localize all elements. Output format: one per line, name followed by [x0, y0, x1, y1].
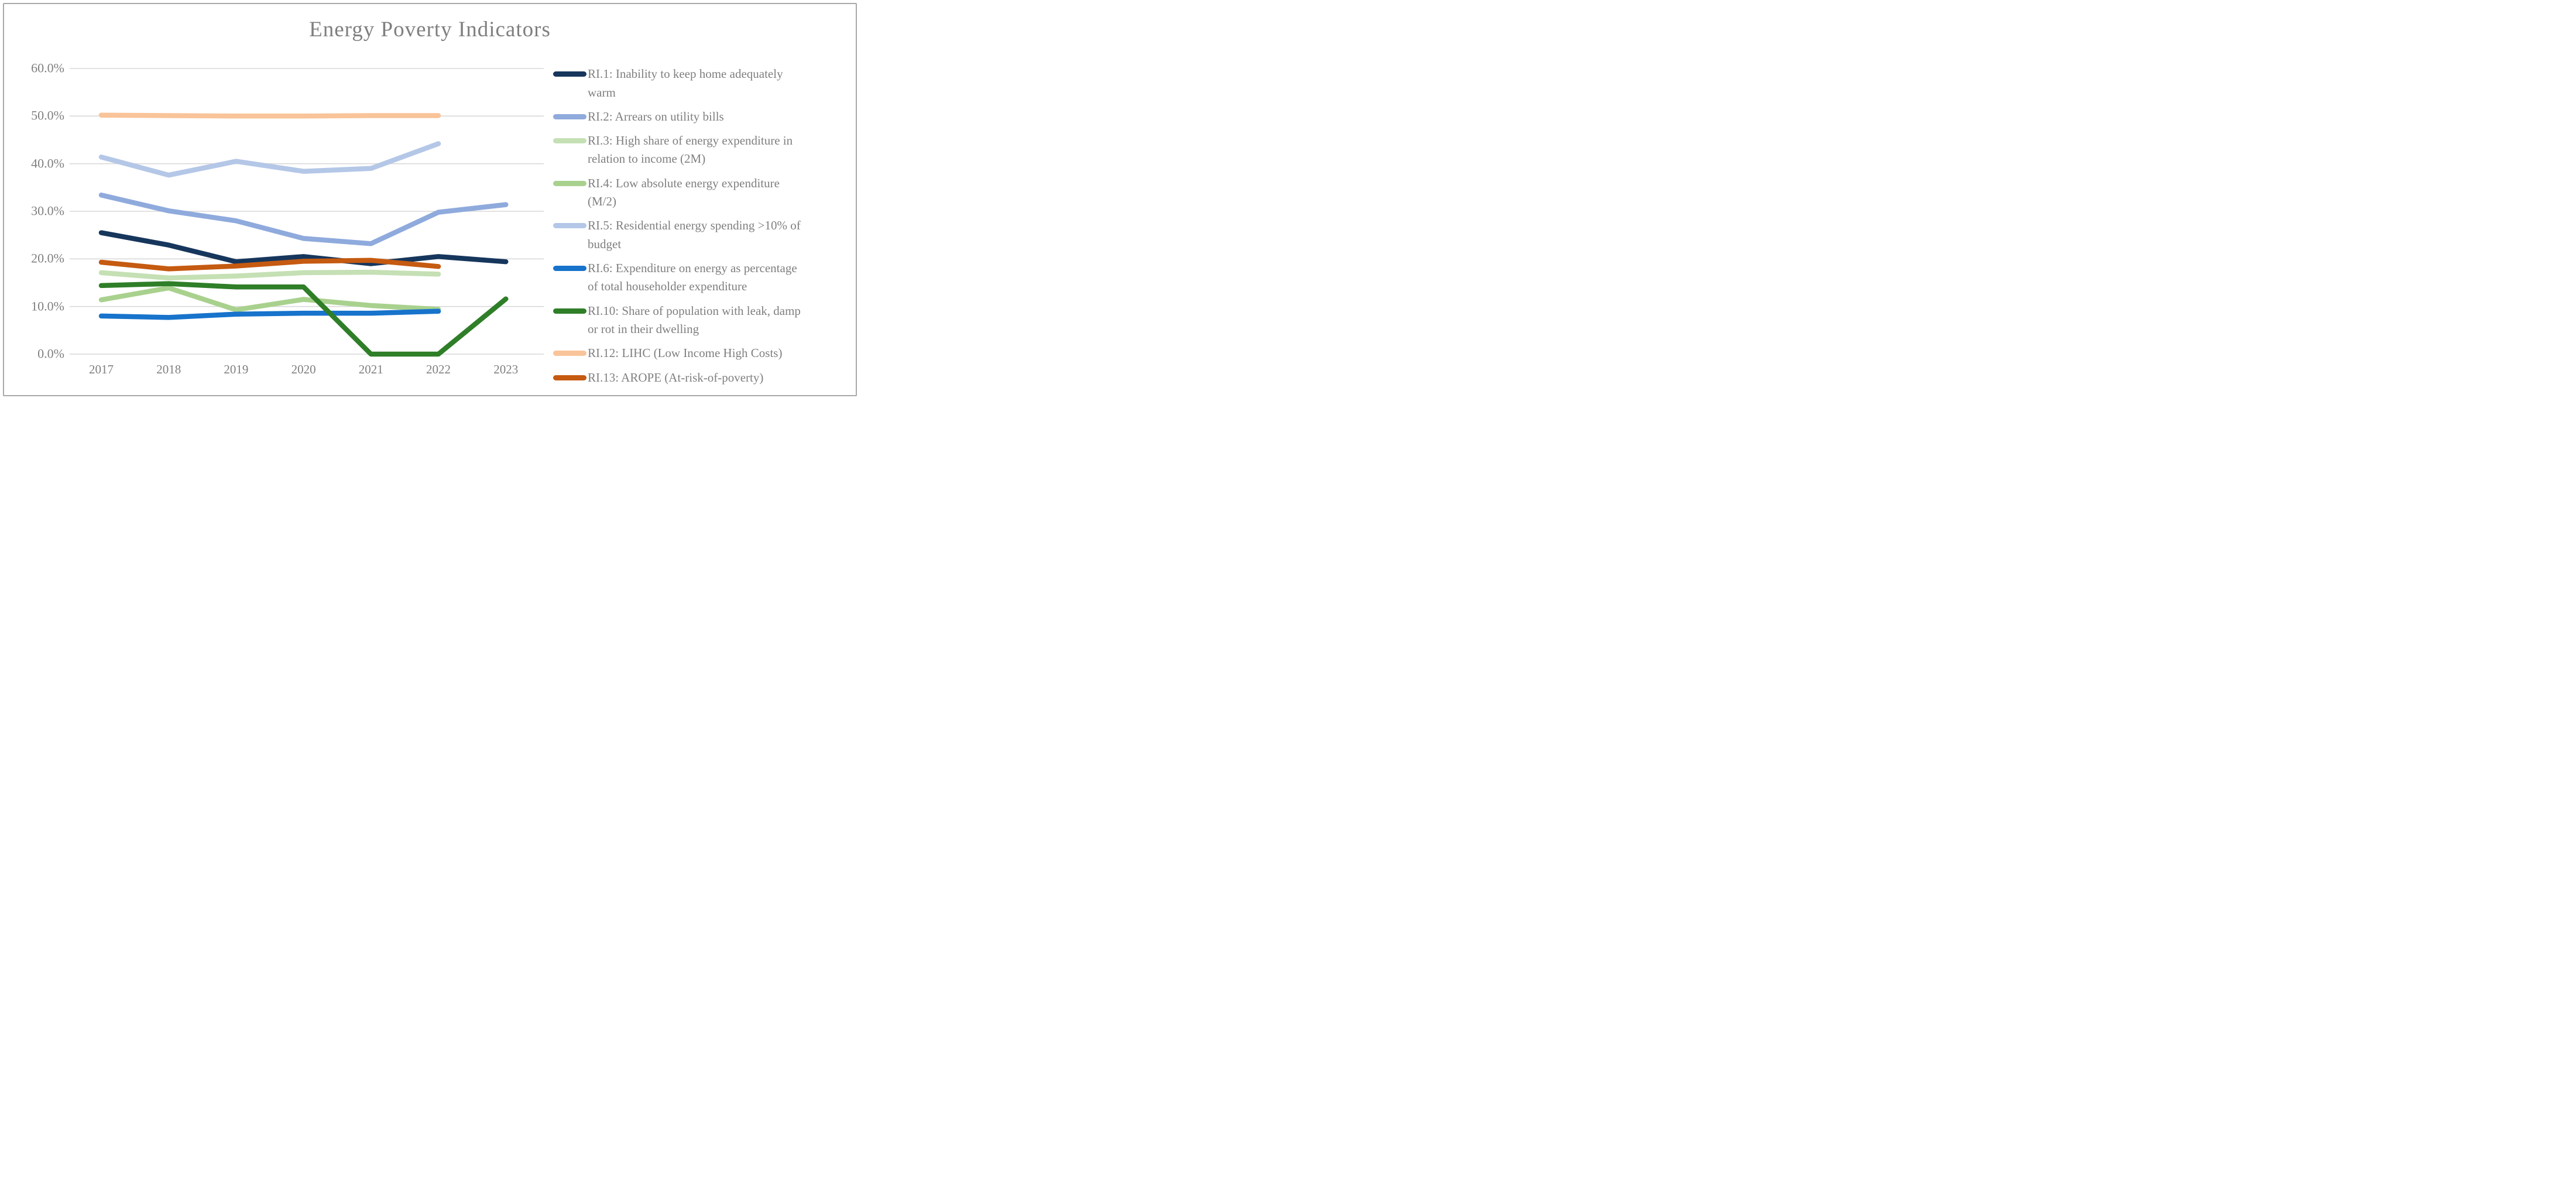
series-line-ri-6 — [98, 308, 441, 320]
x-axis-tick-label: 2019 — [224, 362, 249, 376]
y-axis-tick-label: 0.0% — [37, 346, 64, 361]
y-axis-tick-label: 40.0% — [31, 156, 64, 171]
x-axis-tick-label: 2022 — [426, 362, 451, 376]
legend-item-ri-6: RI.6: Expenditure on energy as percentag… — [553, 259, 853, 296]
legend: RI.1: Inability to keep home adequately … — [553, 65, 853, 387]
legend-item-ri-4: RI.4: Low absolute energy expenditure (M… — [553, 174, 853, 211]
series-line-ri-4 — [98, 285, 441, 313]
legend-label-ri-2: RI.2: Arrears on utility bills — [588, 109, 724, 123]
legend-swatch-ri-13 — [553, 375, 586, 380]
legend-item-ri-1: RI.1: Inability to keep home adequately … — [553, 65, 853, 102]
legend-item-ri-2: RI.2: Arrears on utility bills — [553, 108, 853, 126]
legend-swatch-ri-2 — [553, 114, 586, 119]
series-line-ri-12 — [98, 112, 441, 119]
y-axis-tick-label: 10.0% — [31, 298, 64, 314]
legend-label-ri-13: RI.13: AROPE (At-risk-of-poverty) — [588, 370, 764, 385]
y-axis-tick-label: 50.0% — [31, 108, 64, 123]
legend-label-ri-3: RI.3: High share of energy expenditure i… — [588, 133, 793, 166]
legend-swatch-ri-3 — [553, 138, 586, 143]
series-line-ri-2 — [98, 193, 509, 246]
legend-swatch-ri-6 — [553, 265, 586, 271]
legend-swatch-ri-1 — [553, 71, 586, 77]
series-line-ri-13 — [98, 258, 441, 272]
y-axis-tick-label: 30.0% — [31, 203, 64, 218]
y-axis-tick-label: 60.0% — [31, 60, 64, 76]
chart-title: Energy Poverty Indicators — [309, 18, 551, 42]
series-line-ri-5 — [98, 141, 441, 178]
legend-swatch-ri-12 — [553, 351, 586, 356]
legend-item-ri-13: RI.13: AROPE (At-risk-of-poverty) — [553, 369, 853, 387]
legend-label-ri-10: RI.10: Share of population with leak, da… — [588, 303, 801, 337]
y-axis-tick-label: 20.0% — [31, 251, 64, 266]
legend-label-ri-12: RI.12: LIHC (Low Income High Costs) — [588, 346, 783, 361]
legend-label-ri-5: RI.5: Residential energy spending >10% o… — [588, 218, 801, 251]
x-axis-tick-label: 2017 — [89, 362, 114, 376]
legend-swatch-ri-5 — [553, 223, 586, 229]
legend-item-ri-10: RI.10: Share of population with leak, da… — [553, 302, 853, 339]
x-axis-tick-label: 2018 — [156, 362, 181, 376]
series-line-ri-10 — [98, 281, 509, 357]
legend-swatch-ri-10 — [553, 308, 586, 314]
plot-area — [70, 68, 544, 357]
legend-item-ri-5: RI.5: Residential energy spending >10% o… — [553, 217, 853, 253]
x-axis-tick-label: 2023 — [493, 362, 519, 376]
legend-label-ri-4: RI.4: Low absolute energy expenditure (M… — [588, 176, 780, 209]
x-axis-tick-label: 2020 — [291, 362, 316, 376]
legend-item-ri-3: RI.3: High share of energy expenditure i… — [553, 132, 853, 169]
x-axis-tick-label: 2021 — [358, 362, 383, 376]
series-line-ri-3 — [98, 269, 441, 281]
legend-label-ri-6: RI.6: Expenditure on energy as percentag… — [588, 260, 797, 294]
line-chart: Energy Poverty Indicators 60.0% 50.0% 40.0… — [3, 3, 857, 396]
legend-item-ri-12: RI.12: LIHC (Low Income High Costs) — [553, 344, 853, 363]
legend-swatch-ri-4 — [553, 180, 586, 186]
series-line-ri-1 — [98, 230, 509, 266]
legend-label-ri-1: RI.1: Inability to keep home adequately … — [588, 67, 783, 100]
